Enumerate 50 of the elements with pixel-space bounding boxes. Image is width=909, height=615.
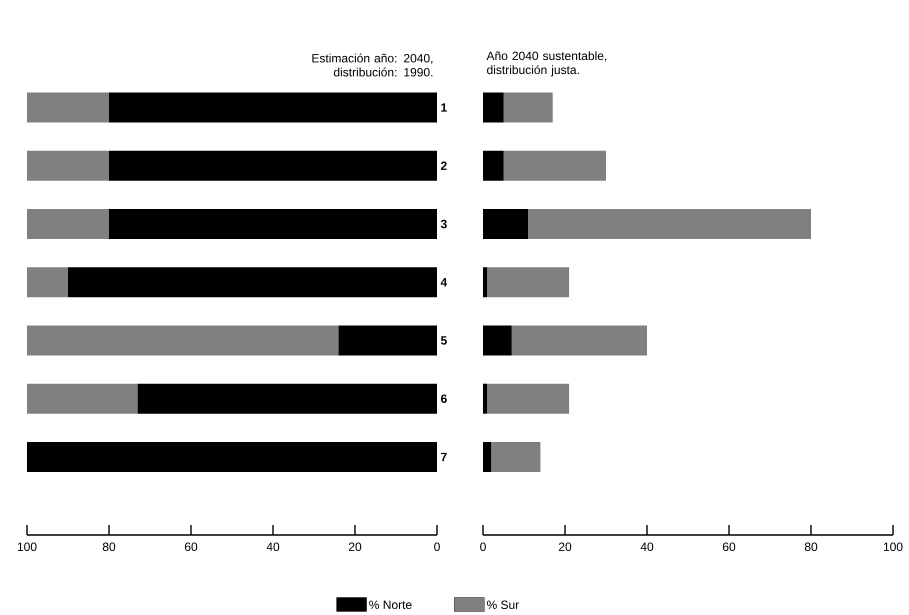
chart-title: Estimación año: 2040, distribución: 1990. [312, 54, 432, 76]
legend-label: % Norte [369, 600, 412, 609]
bar [487, 384, 570, 414]
x-tick-label: 40 [640, 542, 654, 552]
bar [68, 267, 437, 298]
x-tick-label: 20 [558, 542, 572, 552]
y-tick-label: 5 [440, 336, 447, 345]
x-tick-label: 100 [884, 542, 903, 552]
bar [483, 384, 488, 414]
bar [26, 150, 109, 181]
bar [26, 267, 68, 298]
bar [109, 208, 437, 239]
x-tick-label: 80 [102, 542, 116, 552]
chart-title: Año 2040 sustentable, distribución justa. [486, 51, 606, 76]
bar [483, 208, 528, 239]
bar [528, 208, 812, 239]
bar [491, 442, 540, 472]
bar [26, 384, 138, 414]
x-tick-label: 100 [18, 542, 37, 552]
y-tick-label: 4 [440, 278, 448, 286]
x-tick-label: 0 [480, 542, 486, 552]
bar [26, 208, 109, 239]
y-tick-label: 6 [440, 394, 447, 403]
bar [138, 384, 437, 414]
bar [26, 92, 109, 122]
bar [504, 92, 553, 122]
x-tick-label: 0 [434, 542, 440, 552]
bar [109, 92, 437, 122]
y-tick-label: 3 [440, 220, 447, 228]
x-tick-label: 20 [348, 542, 362, 552]
x-tick-label: 80 [804, 542, 818, 552]
bar [487, 267, 570, 298]
bar [483, 267, 488, 298]
x-tick-label: 60 [184, 542, 198, 552]
bar [338, 325, 437, 356]
bar [483, 92, 504, 122]
bar [483, 325, 512, 356]
bar [483, 442, 492, 472]
bar [504, 150, 606, 181]
legend-label: % Sur [486, 600, 519, 610]
y-tick-label: 1 [441, 103, 447, 112]
bar [483, 150, 504, 181]
y-tick-label: 2 [440, 162, 447, 170]
x-tick-label: 60 [722, 542, 736, 552]
bar [512, 325, 648, 356]
bar [109, 150, 437, 181]
bar [26, 325, 339, 356]
x-tick-label: 40 [266, 542, 280, 552]
y-tick-label: 7 [441, 452, 447, 462]
bar [26, 442, 437, 472]
